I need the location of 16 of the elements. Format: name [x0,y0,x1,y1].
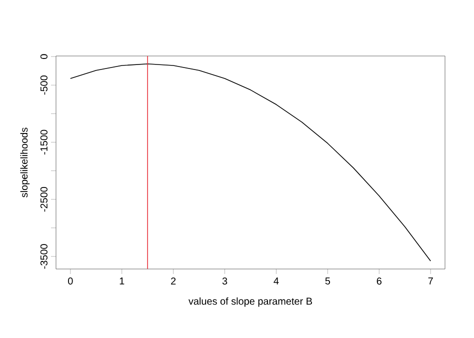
y-tick-label: 0 [40,54,48,59]
x-axis-title: values of slope parameter B [188,297,312,307]
y-axis-title: slopelikelihoods [20,128,30,198]
y-tick-label: -1500 [40,130,48,155]
x-tick-label: 2 [171,278,176,284]
x-tick-label: 4 [274,278,279,284]
x-tick-label: 6 [376,278,382,285]
line-series [70,63,431,262]
y-tick-label: -2500 [40,186,48,212]
y-tick-label: -3500 [40,244,48,269]
x-tick-label: 3 [222,278,228,285]
x-tick-label: 5 [325,278,330,284]
y-tick-label: -500 [40,76,48,95]
x-tick-label: 7 [428,278,433,284]
x-tick-label: 1 [120,278,124,284]
x-tick-label: 0 [68,278,73,285]
